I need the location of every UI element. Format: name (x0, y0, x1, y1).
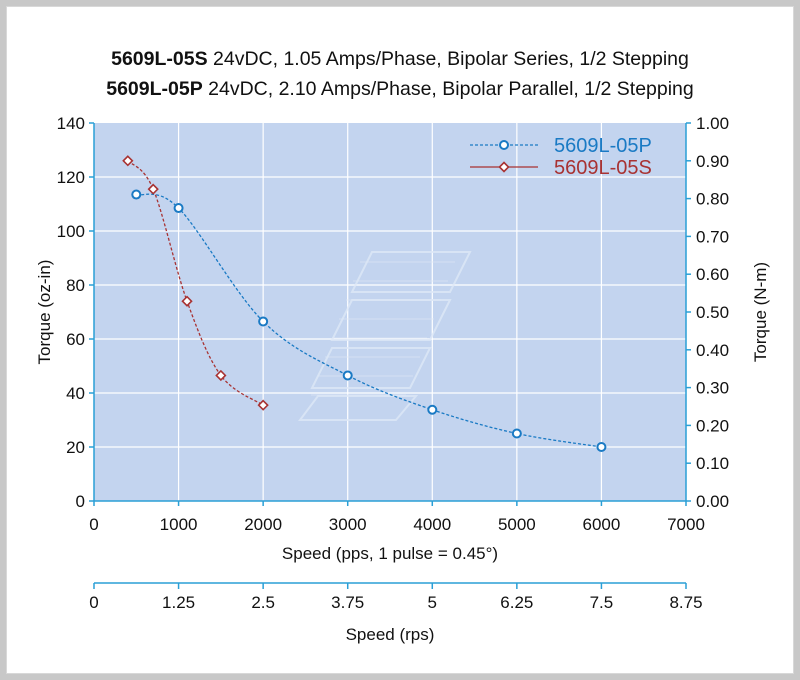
y-axis-title: Torque (oz-in) (35, 260, 54, 365)
y2-tick-label: 0.30 (696, 379, 729, 398)
y2-tick-label: 0.10 (696, 454, 729, 473)
chart-title-line-1: 5609L-05S 24vDC, 1.05 Amps/Phase, Bipola… (7, 48, 793, 71)
legend-marker-5609l-05p (499, 140, 509, 150)
x-tick-label: 5000 (498, 515, 536, 534)
y-tick-label: 60 (66, 330, 85, 349)
data-point-5609l-05s (257, 399, 269, 411)
chart-title-line-2: 5609L-05P 24vDC, 2.10 Amps/Phase, Bipola… (7, 78, 793, 101)
x-axis-title: Speed (pps, 1 pulse = 0.45°) (282, 544, 498, 563)
y-tick-label: 100 (57, 222, 85, 241)
y-tick-label: 140 (57, 114, 85, 133)
y2-axis-title: Torque (N-m) (751, 262, 770, 362)
x-tick-label: 6000 (583, 515, 621, 534)
x-tick-label: 1000 (160, 515, 198, 534)
data-point-5609l-05p (173, 203, 184, 214)
x-tick-label: 7000 (667, 515, 705, 534)
x2-tick-label: 2.5 (251, 593, 275, 612)
title-spec-s: 24vDC, 1.05 Amps/Phase, Bipolar Series, … (207, 48, 689, 70)
title-spec-p: 24vDC, 2.10 Amps/Phase, Bipolar Parallel… (202, 78, 694, 100)
x2-tick-label: 3.75 (331, 593, 364, 612)
data-point-5609l-05p (427, 404, 438, 415)
y2-tick-label: 0.00 (696, 492, 729, 511)
title-model-s: 5609L-05S (111, 48, 208, 70)
y2-tick-label: 0.90 (696, 152, 729, 171)
y2-tick-label: 0.80 (696, 190, 729, 209)
y-tick-label: 20 (66, 438, 85, 457)
x-tick-label: 3000 (329, 515, 367, 534)
y2-tick-label: 0.70 (696, 227, 729, 246)
data-point-5609l-05s (147, 183, 159, 195)
legend-marker-5609l-05s (498, 161, 510, 173)
x2-axis-title: Speed (rps) (346, 625, 435, 644)
data-point-5609l-05p (511, 428, 522, 439)
x2-tick-label: 5 (428, 593, 437, 612)
x-tick-label: 0 (89, 515, 98, 534)
y-tick-label: 120 (57, 168, 85, 187)
x2-tick-label: 1.25 (162, 593, 195, 612)
y-tick-label: 0 (76, 492, 85, 511)
plot-area (94, 123, 686, 501)
data-point-5609l-05p (342, 370, 353, 381)
data-point-5609l-05p (131, 189, 142, 200)
y-tick-label: 40 (66, 384, 85, 403)
series-line-5609l-05p (136, 193, 602, 448)
x2-tick-label: 0 (89, 593, 98, 612)
y-tick-label: 80 (66, 276, 85, 295)
logo-watermark (298, 251, 472, 421)
legend-label-5609l-05s: 5609L-05S (554, 157, 652, 179)
data-point-5609l-05s (122, 155, 134, 167)
y2-tick-label: 1.00 (696, 114, 729, 133)
legend-label-5609l-05p: 5609L-05P (554, 135, 652, 157)
data-point-5609l-05p (596, 442, 607, 452)
x2-tick-label: 6.25 (500, 593, 533, 612)
y2-tick-label: 0.20 (696, 416, 729, 435)
y2-tick-label: 0.50 (696, 303, 729, 322)
x2-tick-label: 7.5 (590, 593, 614, 612)
data-point-5609l-05s (215, 369, 227, 382)
title-model-p: 5609L-05P (106, 78, 203, 100)
y2-tick-label: 0.60 (696, 265, 729, 284)
x-tick-label: 4000 (413, 515, 451, 534)
x2-tick-label: 8.75 (669, 593, 702, 612)
data-point-5609l-05s (181, 295, 193, 307)
x-tick-label: 2000 (244, 515, 282, 534)
y2-tick-label: 0.40 (696, 341, 729, 360)
data-point-5609l-05p (258, 316, 269, 327)
